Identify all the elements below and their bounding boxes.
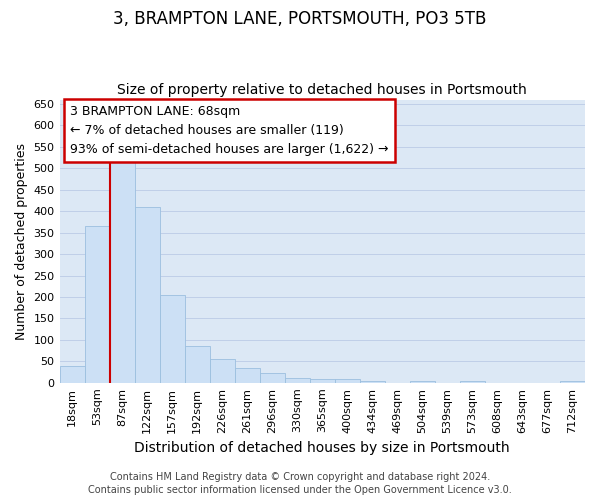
Bar [410, 380, 435, 383]
Bar [185, 346, 209, 383]
Bar [285, 378, 310, 383]
Bar [560, 380, 585, 383]
Text: 3 BRAMPTON LANE: 68sqm
← 7% of detached houses are smaller (119)
93% of semi-det: 3 BRAMPTON LANE: 68sqm ← 7% of detached … [70, 105, 389, 156]
Y-axis label: Number of detached properties: Number of detached properties [15, 142, 28, 340]
Bar [235, 368, 260, 383]
Bar [160, 295, 185, 383]
Text: Contains HM Land Registry data © Crown copyright and database right 2024.
Contai: Contains HM Land Registry data © Crown c… [88, 472, 512, 495]
X-axis label: Distribution of detached houses by size in Portsmouth: Distribution of detached houses by size … [134, 441, 510, 455]
Bar [310, 378, 335, 383]
Bar [85, 226, 110, 383]
Bar [360, 380, 385, 383]
Bar [209, 359, 235, 383]
Text: 3, BRAMPTON LANE, PORTSMOUTH, PO3 5TB: 3, BRAMPTON LANE, PORTSMOUTH, PO3 5TB [113, 10, 487, 28]
Bar [110, 162, 134, 383]
Bar [335, 378, 360, 383]
Bar [134, 207, 160, 383]
Title: Size of property relative to detached houses in Portsmouth: Size of property relative to detached ho… [118, 83, 527, 97]
Bar [460, 380, 485, 383]
Bar [59, 366, 85, 383]
Bar [260, 374, 285, 383]
